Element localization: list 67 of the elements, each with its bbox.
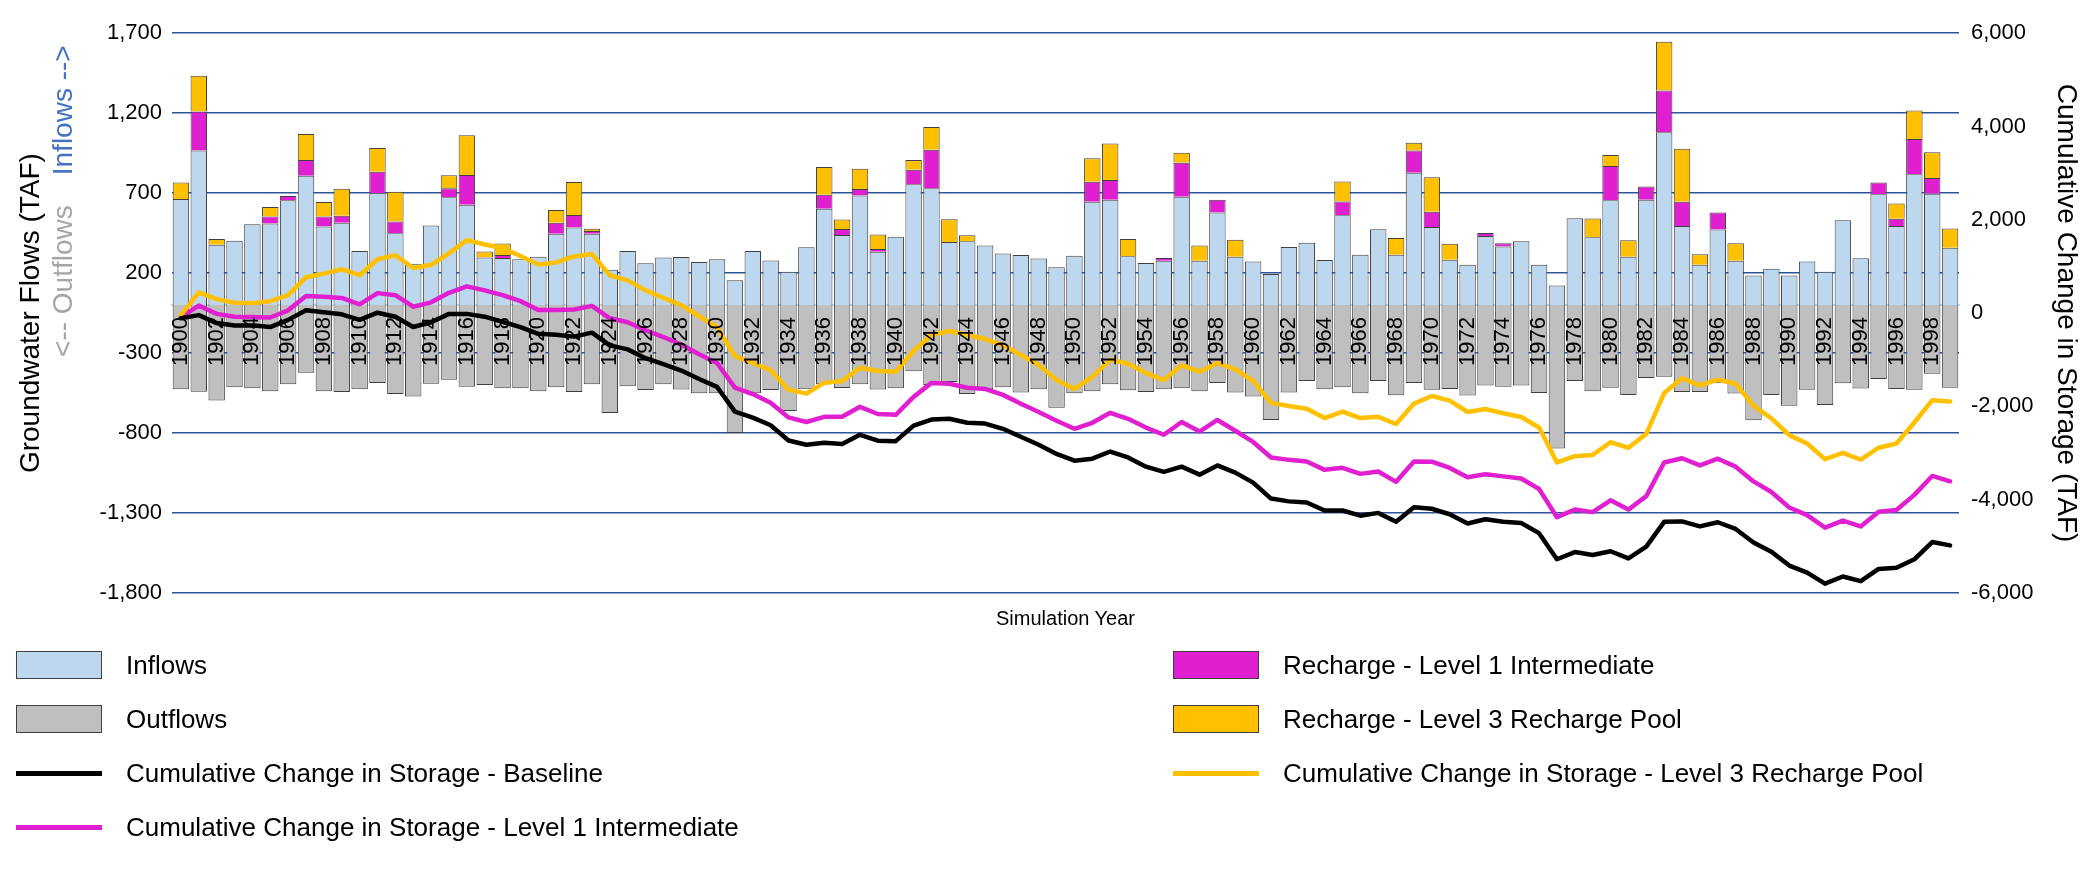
x-tick-label: 1930 xyxy=(703,317,729,367)
x-tick-label: 1954 xyxy=(1131,317,1157,367)
x-tick-label: 1958 xyxy=(1203,317,1229,367)
y-tick-label: 1,700 xyxy=(106,19,162,45)
x-tick-label: 1956 xyxy=(1167,317,1193,367)
x-tick-label: 1976 xyxy=(1525,317,1551,367)
y2-axis-title: Cumulative Change in Storage (TAF) xyxy=(2052,83,2084,543)
y-tick-label: 200 xyxy=(125,259,162,285)
x-tick-label: 1908 xyxy=(309,317,335,367)
x-tick-label: 1982 xyxy=(1632,317,1658,367)
x-tick-label: 1988 xyxy=(1739,317,1765,367)
y2-tick-label: 0 xyxy=(1971,299,1984,325)
x-tick-label: 1934 xyxy=(774,317,800,367)
legend-label: Cumulative Change in Storage - Baseline xyxy=(126,757,603,789)
y2-tick-label: 6,000 xyxy=(1971,19,2027,45)
x-tick-label: 1942 xyxy=(917,317,943,367)
x-tick-label: 1938 xyxy=(846,317,872,367)
x-tick-label: 1932 xyxy=(738,317,764,367)
x-tick-label: 1948 xyxy=(1024,317,1050,367)
x-tick-label: 1966 xyxy=(1346,317,1372,367)
x-tick-label: 1952 xyxy=(1096,317,1122,367)
x-tick-label: 1974 xyxy=(1489,317,1515,367)
y2-tick-label: 4,000 xyxy=(1971,112,2027,138)
x-tick-label: 1994 xyxy=(1846,317,1872,367)
x-tick-label: 1960 xyxy=(1239,317,1265,367)
x-tick-label: 1996 xyxy=(1882,317,1908,367)
legend-label: Cumulative Change in Storage - Level 3 Recharge Pool xyxy=(1283,757,1924,789)
y-tick-label: -1,300 xyxy=(99,499,162,525)
x-tick-label: 1940 xyxy=(881,317,907,367)
x-tick-label: 1980 xyxy=(1596,317,1622,367)
legend-label: Recharge - Level 1 Intermediate xyxy=(1283,649,1655,681)
x-tick-label: 1968 xyxy=(1382,317,1408,367)
y-axis-title: Groundwater Flows (TAF) xyxy=(13,153,45,474)
x-tick-label: 1998 xyxy=(1918,317,1944,367)
legend-label: Cumulative Change in Storage - Level 1 Intermediate xyxy=(126,811,739,843)
x-tick-label: 1970 xyxy=(1417,317,1443,367)
x-tick-label: 1962 xyxy=(1274,317,1300,367)
x-tick-label: 1986 xyxy=(1703,317,1729,367)
text: Inflows --> xyxy=(46,45,78,176)
x-tick-label: 1916 xyxy=(452,317,478,367)
x-tick-label: 1900 xyxy=(166,317,192,367)
legend-label: Inflows xyxy=(126,649,207,681)
x-axis-title: Simulation Year xyxy=(996,606,1136,629)
y2-tick-label: -4,000 xyxy=(1971,485,2034,511)
y-tick-label: -800 xyxy=(117,419,162,445)
x-tick-label: 1972 xyxy=(1453,317,1479,367)
text: <-- Outflows xyxy=(46,205,78,357)
legend-label: Recharge - Level 3 Recharge Pool xyxy=(1283,703,1682,735)
x-tick-label: 1944 xyxy=(953,317,979,367)
x-tick-label: 1978 xyxy=(1560,317,1586,367)
legend-label: Outflows xyxy=(126,703,228,735)
y-tick-label: -1,800 xyxy=(99,579,162,605)
x-tick-label: 1912 xyxy=(381,317,407,367)
x-tick-label: 1990 xyxy=(1775,317,1801,367)
y-tick-label: 700 xyxy=(125,179,162,205)
x-tick-label: 1946 xyxy=(989,317,1015,367)
y-tick-label: 1,200 xyxy=(106,99,162,125)
x-tick-label: 1992 xyxy=(1811,317,1837,367)
x-tick-label: 1936 xyxy=(810,317,836,367)
x-tick-label: 1928 xyxy=(667,317,693,367)
x-tick-label: 1964 xyxy=(1310,317,1336,367)
y2-tick-label: -2,000 xyxy=(1971,392,2034,418)
y2-tick-label: -6,000 xyxy=(1971,579,2034,605)
y2-tick-label: 2,000 xyxy=(1971,205,2027,231)
y-tick-label: -300 xyxy=(117,339,162,365)
x-tick-label: 1950 xyxy=(1060,317,1086,367)
x-tick-label: 1984 xyxy=(1668,317,1694,367)
